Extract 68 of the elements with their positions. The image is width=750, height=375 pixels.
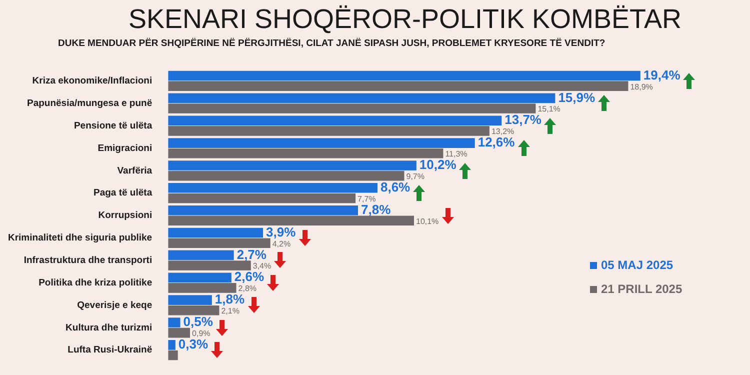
data-label: 15,9%: [558, 90, 596, 105]
bar: [168, 283, 236, 293]
data-label: 15,1%: [538, 104, 560, 114]
bar: [168, 170, 404, 181]
y-tick-label: Varfëria: [117, 165, 153, 176]
bar: [168, 295, 212, 305]
bar: [168, 340, 176, 350]
y-tick-label: Paga të ulëta: [94, 188, 153, 199]
data-label: 0,3%: [178, 336, 208, 352]
bar: [168, 183, 378, 193]
data-label: 7,7%: [358, 194, 376, 204]
y-tick-label: Politika dhe kriza politike: [38, 277, 152, 288]
bar: [168, 126, 490, 136]
chart-subtitle: DUKE MENDUAR PËR SHQIPËRINE NË PËRGJITHËSI, CILAT JANË SIPASH JUSH, PROBLEMET KRYESORE TË VENDIT?: [58, 38, 606, 49]
y-tick-label: Emigracioni: [98, 142, 152, 154]
data-label: 10,1%: [416, 216, 439, 226]
bar: [168, 205, 358, 216]
data-label: 13,2%: [491, 127, 514, 136]
bar: [168, 93, 556, 104]
bar: [168, 216, 414, 226]
bar: [168, 318, 180, 328]
y-tick-label: Infrastruktura dhe transporti: [24, 254, 152, 266]
data-label: 19,4%: [643, 67, 681, 82]
data-label: 11,3%: [445, 150, 468, 159]
data-label: 2,7%: [236, 246, 267, 262]
data-label: 3,4%: [252, 262, 272, 271]
bar: [168, 350, 178, 360]
data-label: 0,5%: [183, 314, 214, 330]
bar: [168, 328, 190, 338]
data-label: 7,8%: [360, 202, 392, 217]
bar: [168, 272, 232, 283]
bar: [168, 250, 234, 260]
bar: [168, 160, 416, 170]
y-tick-label: Kultura dhe turizmi: [66, 322, 152, 334]
data-label: 18,9%: [630, 82, 653, 92]
y-tick-label: Papunësia/mungesa e punë: [26, 98, 152, 109]
data-label: 0,9%: [192, 329, 210, 338]
data-label: 1,8%: [214, 292, 245, 307]
data-label: 8,6%: [380, 179, 411, 194]
y-tick-label: Lufta Rusi-Ukrainë: [68, 344, 152, 356]
bar: [168, 104, 536, 114]
y-tick-label: Qeverisje e keqe: [77, 300, 152, 311]
data-label: 10,2%: [419, 157, 457, 172]
data-label: 9,7%: [406, 172, 424, 181]
y-tick-label: Korrupsioni: [98, 210, 152, 222]
bar: [168, 116, 502, 126]
bar: [168, 238, 270, 248]
bar: [168, 138, 475, 148]
bar: [168, 148, 444, 158]
y-tick-label: Kriminaliteti dhe siguria publike: [8, 232, 152, 244]
y-tick-label: Pensione të ulëta: [74, 120, 153, 132]
data-label: 2,1%: [221, 306, 240, 316]
chart-title: SKENARI SHOQËROR-POLITIK KOMBËTAR: [127, 4, 683, 34]
bar: [168, 81, 628, 91]
data-label: 2,8%: [238, 284, 257, 294]
bar: [168, 193, 356, 204]
bar: [168, 70, 640, 81]
data-label: 12,6%: [478, 134, 516, 150]
y-tick-label: Kriza ekonomike/Inflacioni: [32, 76, 152, 87]
bar: [168, 260, 251, 270]
data-label: 4,2%: [272, 239, 291, 248]
data-label: 2,6%: [234, 269, 264, 284]
legend-label: 05 MAJ 2025: [600, 258, 674, 272]
data-label: 13,7%: [504, 112, 542, 128]
bar: [168, 228, 264, 238]
bar: [168, 305, 220, 316]
legend-label: 21 PRILL 2025: [600, 282, 682, 296]
data-label: 3,9%: [266, 224, 296, 240]
